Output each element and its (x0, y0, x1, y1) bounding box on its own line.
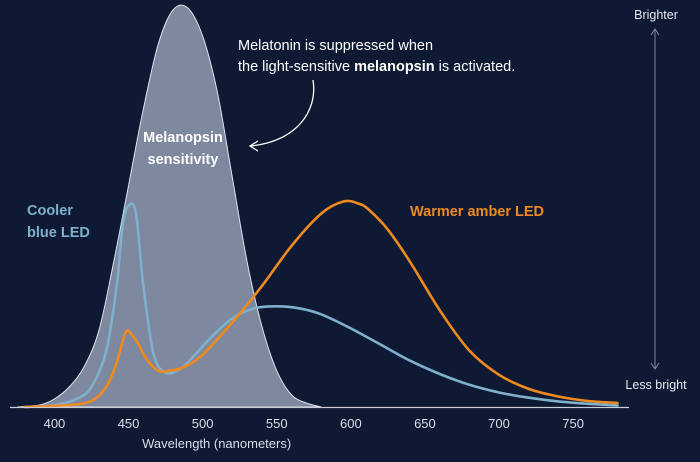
x-tick-label-700: 700 (488, 416, 510, 431)
melanopsin-sensitivity-label-line-2: sensitivity (148, 152, 219, 168)
x-tick-label-450: 450 (118, 416, 140, 431)
annotation-arrowhead-icon (248, 140, 259, 152)
brightness-arrow-up-icon (650, 28, 660, 36)
x-axis-title: Wavelength (nanometers) (142, 436, 291, 451)
melanopsin-sensitivity-label-line-1: Melanopsin (143, 130, 223, 146)
warmer-amber-led-line (23, 199, 619, 409)
brightness-arrow-down-icon (650, 362, 660, 370)
cooler-blue-led-line (23, 202, 619, 409)
brighter-label: Brighter (634, 8, 678, 22)
cooler-blue-led-label-line-1: Cooler (27, 203, 73, 219)
x-tick-label-750: 750 (562, 416, 584, 431)
annotation-line-2: the light-sensitive melanopsin is activa… (238, 59, 515, 75)
x-tick-label-400: 400 (44, 416, 66, 431)
annotation-line-1: Melatonin is suppressed when (238, 38, 433, 54)
annotation-segment-2-2: melanopsin (354, 59, 435, 75)
x-axis: 400 450 500 550 600 650 700 750 Wavelength (nano… (10, 406, 629, 451)
x-tick-label-600: 600 (340, 416, 362, 431)
x-tick-label-550: 550 (266, 416, 288, 431)
annotation-segment-2-1: the light-sensitive (238, 59, 354, 75)
annotation-layer: Melatonin is suppressed when the light-se… (238, 38, 515, 152)
annotation-segment-1-1: Melatonin is suppressed when (238, 38, 433, 54)
series-labels: Melanopsin sensitivity Cooler blue LED Warme… (27, 130, 544, 241)
annotation-segment-2-3: is activated. (435, 59, 516, 75)
annotation-arrow-line (250, 79, 315, 147)
warmer-amber-led-label-line-1: Warmer amber LED (410, 204, 544, 220)
led-lines-layer (23, 199, 619, 409)
brightness-scale: Brighter Less bright (625, 8, 687, 392)
x-tick-label-650: 650 (414, 416, 436, 431)
x-tick-label-500: 500 (192, 416, 214, 431)
cooler-blue-led-label-line-2: blue LED (27, 225, 90, 241)
less-bright-label: Less bright (625, 378, 687, 392)
